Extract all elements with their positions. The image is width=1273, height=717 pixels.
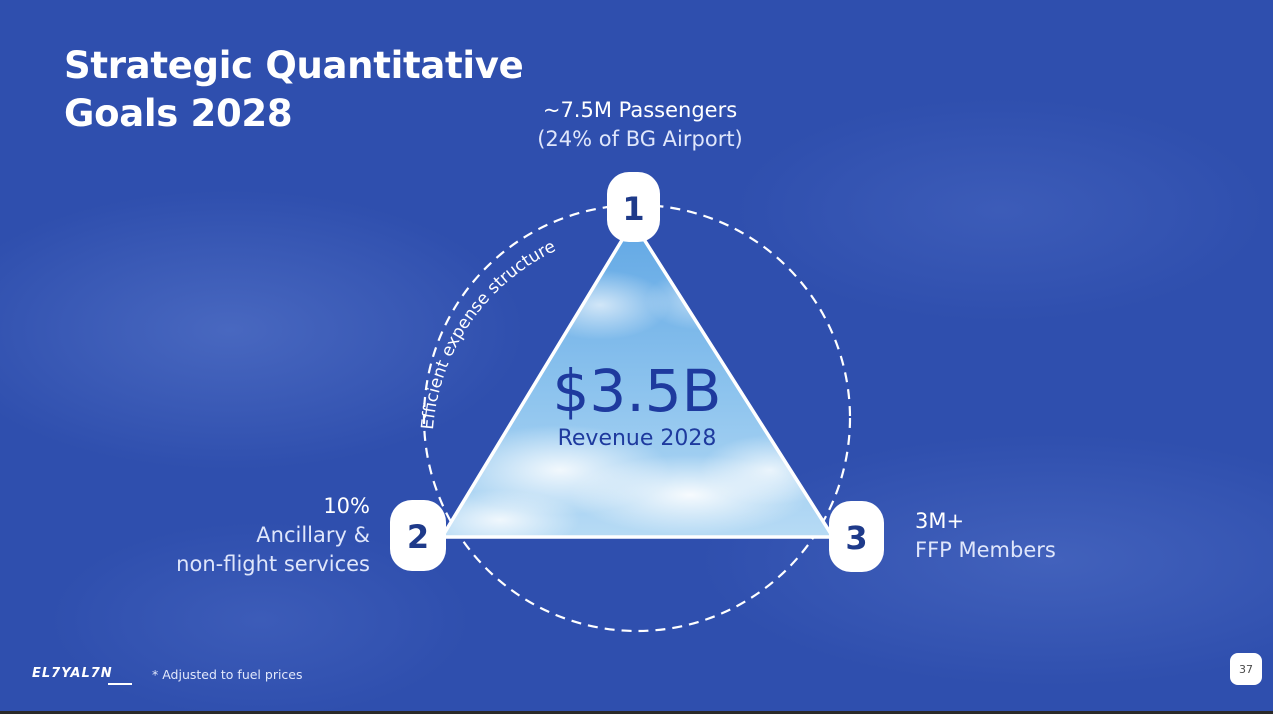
- goal-1-headline: ~7.5M Passengers: [542, 98, 738, 122]
- goal-2-detail-line-1: Ancillary &: [256, 523, 370, 547]
- goal-1-detail: (24% of BG Airport): [537, 127, 743, 151]
- page-number-badge: 37: [1230, 653, 1262, 685]
- goal-3-label: 3M+ FFP Members: [915, 507, 1056, 565]
- badge-3-number: 3: [845, 519, 867, 557]
- slide-title: Strategic Quantitative Goals 2028: [64, 42, 584, 138]
- triangle-outline: [440, 220, 835, 539]
- badge-1-number: 1: [622, 190, 644, 228]
- goal-2-detail-line-2: non-flight services: [176, 552, 370, 576]
- goal-2-headline: 10%: [323, 494, 370, 518]
- revenue-value: $3.5B: [553, 357, 722, 425]
- footnote: * Adjusted to fuel prices: [152, 667, 303, 682]
- title-line-2: Goals 2028: [64, 92, 293, 135]
- bottom-rule: [0, 711, 1273, 714]
- badge-2-number: 2: [407, 518, 429, 556]
- goal-1-label: ~7.5M Passengers (24% of BG Airport): [480, 96, 800, 154]
- badge-2: 2: [390, 500, 446, 571]
- revenue-label: Revenue 2028: [558, 426, 717, 451]
- badge-1: 1: [607, 172, 660, 242]
- goal-3-detail: FFP Members: [915, 538, 1056, 562]
- goal-2-label: 10% Ancillary & non-flight services: [176, 492, 370, 579]
- badge-3: 3: [829, 501, 884, 572]
- goal-3-headline: 3M+: [915, 509, 965, 533]
- logo-underline: [108, 683, 132, 685]
- title-line-1: Strategic Quantitative: [64, 44, 524, 87]
- elal-logo: EL7YAL7N: [32, 666, 113, 681]
